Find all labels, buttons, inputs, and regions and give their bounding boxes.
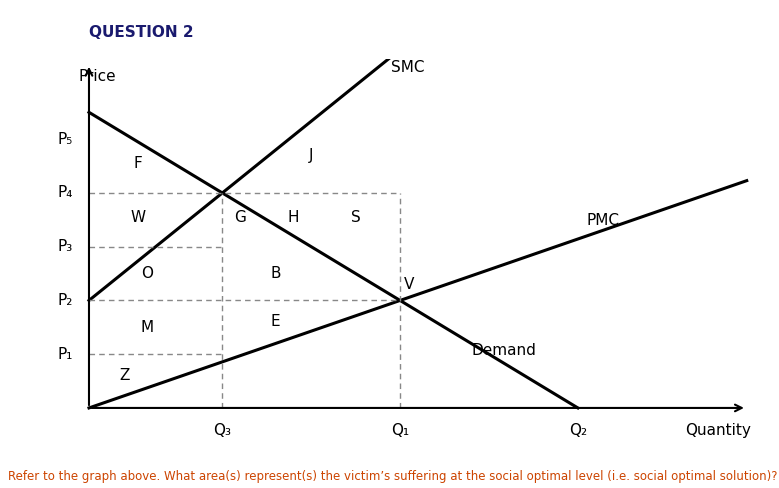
Text: Price: Price bbox=[79, 69, 116, 84]
Text: P₄: P₄ bbox=[58, 185, 73, 201]
Text: F: F bbox=[133, 156, 143, 171]
Text: S: S bbox=[351, 210, 361, 224]
Text: V: V bbox=[404, 277, 414, 292]
Text: H: H bbox=[287, 210, 299, 224]
Text: O: O bbox=[141, 266, 153, 281]
Text: Q₂: Q₂ bbox=[569, 423, 587, 438]
Text: P₅: P₅ bbox=[58, 132, 73, 147]
Text: P₁: P₁ bbox=[58, 346, 73, 362]
Text: P₃: P₃ bbox=[58, 239, 73, 254]
Text: Q₁: Q₁ bbox=[391, 423, 409, 438]
Text: Demand: Demand bbox=[471, 344, 536, 359]
Text: E: E bbox=[271, 314, 280, 329]
Text: QUESTION 2: QUESTION 2 bbox=[89, 25, 194, 40]
Text: G: G bbox=[234, 210, 246, 224]
Text: Q₃: Q₃ bbox=[213, 423, 231, 438]
Text: PMC: PMC bbox=[587, 213, 620, 228]
Text: J: J bbox=[309, 148, 313, 163]
Text: B: B bbox=[270, 266, 281, 281]
Text: Z: Z bbox=[119, 368, 130, 383]
Text: Refer to the graph above. What area(s) represent(s) the victim’s suffering at th: Refer to the graph above. What area(s) r… bbox=[8, 470, 777, 483]
Text: P₂: P₂ bbox=[58, 293, 73, 308]
Text: SMC: SMC bbox=[391, 60, 425, 75]
Text: Quantity: Quantity bbox=[686, 423, 751, 438]
Text: W: W bbox=[130, 210, 146, 224]
Text: M: M bbox=[140, 320, 153, 335]
